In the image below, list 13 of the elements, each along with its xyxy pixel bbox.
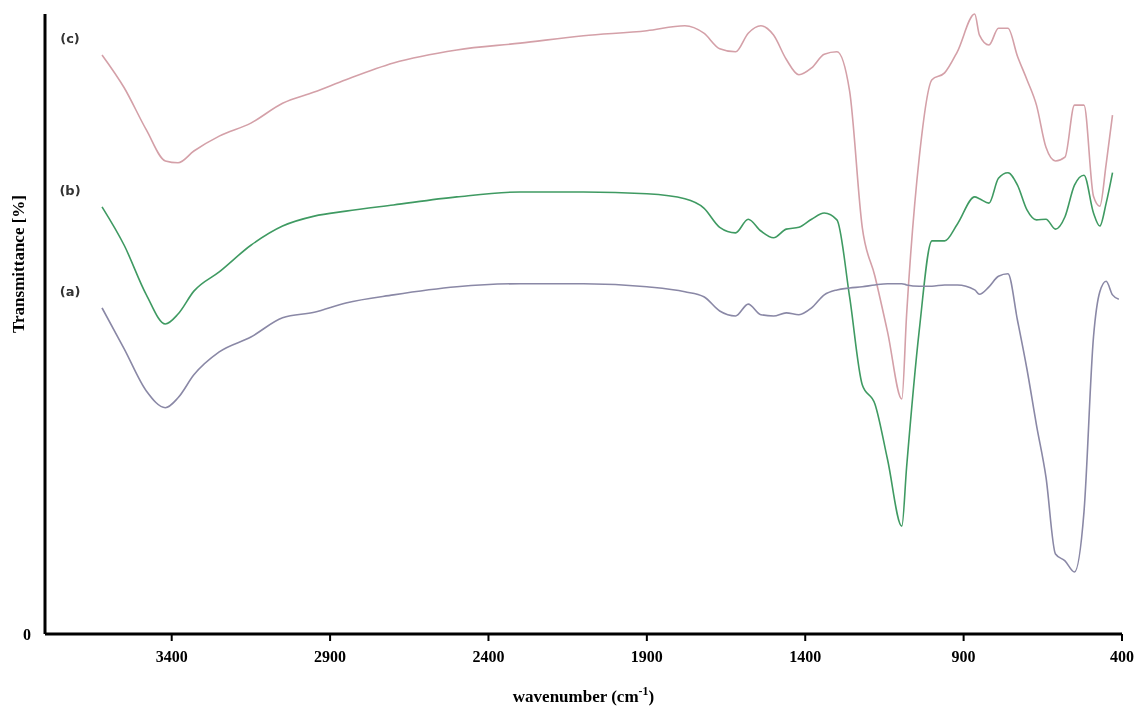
x-tick-label: 3400 [155, 648, 188, 666]
series-label: (a) [59, 283, 81, 299]
x-tick-label: 400 [1110, 648, 1134, 666]
y-axis-title: Transmittance [%] [8, 194, 28, 334]
x-tick-label: 2400 [472, 648, 505, 666]
series-label: (c) [60, 30, 80, 46]
x-tick-label: 1900 [630, 648, 663, 666]
x-axis-title: wavenumber (cm$^{-1}$) [512, 684, 655, 706]
x-tick-label: 1400 [789, 648, 822, 666]
x-tick-label: 900 [951, 648, 976, 666]
x-tick-label: 2900 [314, 648, 347, 666]
text: 0 [23, 626, 31, 643]
series-label: (b) [59, 182, 81, 198]
